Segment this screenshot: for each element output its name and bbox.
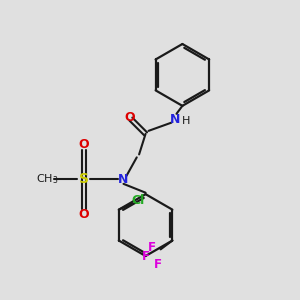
Text: N: N bbox=[118, 173, 129, 186]
Text: CH$_3$: CH$_3$ bbox=[36, 172, 58, 186]
Text: F: F bbox=[142, 250, 150, 263]
Text: S: S bbox=[79, 172, 89, 186]
Text: F: F bbox=[154, 258, 162, 271]
Text: Cl: Cl bbox=[131, 194, 145, 207]
Text: O: O bbox=[78, 138, 89, 151]
Text: N: N bbox=[170, 112, 180, 126]
Text: H: H bbox=[182, 116, 190, 126]
Text: O: O bbox=[124, 111, 135, 124]
Text: O: O bbox=[78, 208, 89, 221]
Text: F: F bbox=[148, 242, 156, 254]
